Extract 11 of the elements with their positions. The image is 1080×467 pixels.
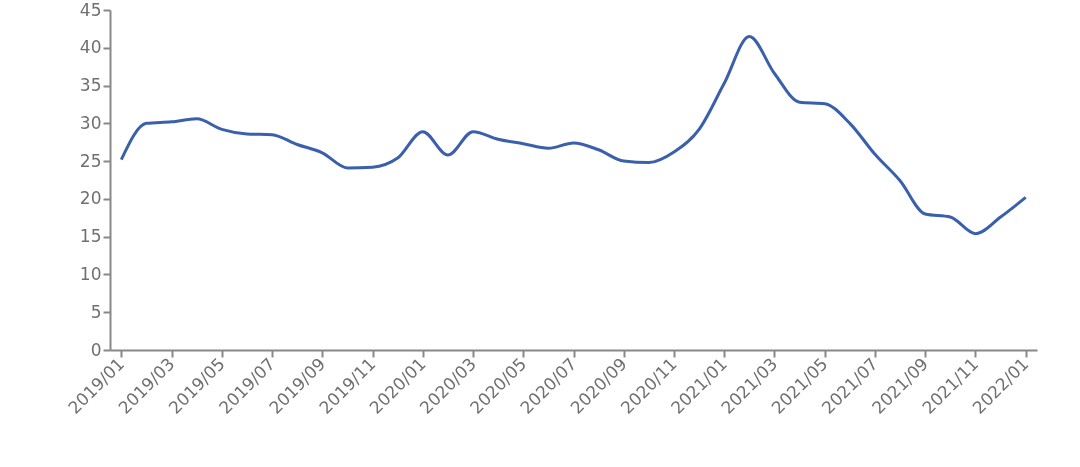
y-tick-label: 30 — [79, 112, 102, 133]
y-tick-label: 0 — [90, 339, 102, 360]
line-series — [119, 34, 1028, 236]
y-tick-label: 35 — [79, 75, 102, 96]
y-tick-label: 45 — [79, 0, 102, 20]
y-tick-label: 10 — [79, 263, 102, 284]
y-tick-label: 15 — [79, 226, 102, 247]
y-tick-label: 25 — [79, 150, 102, 171]
y-tick-label: 20 — [79, 188, 102, 209]
y-tick-label: 40 — [79, 37, 102, 58]
y-tick-label: 5 — [90, 301, 102, 322]
